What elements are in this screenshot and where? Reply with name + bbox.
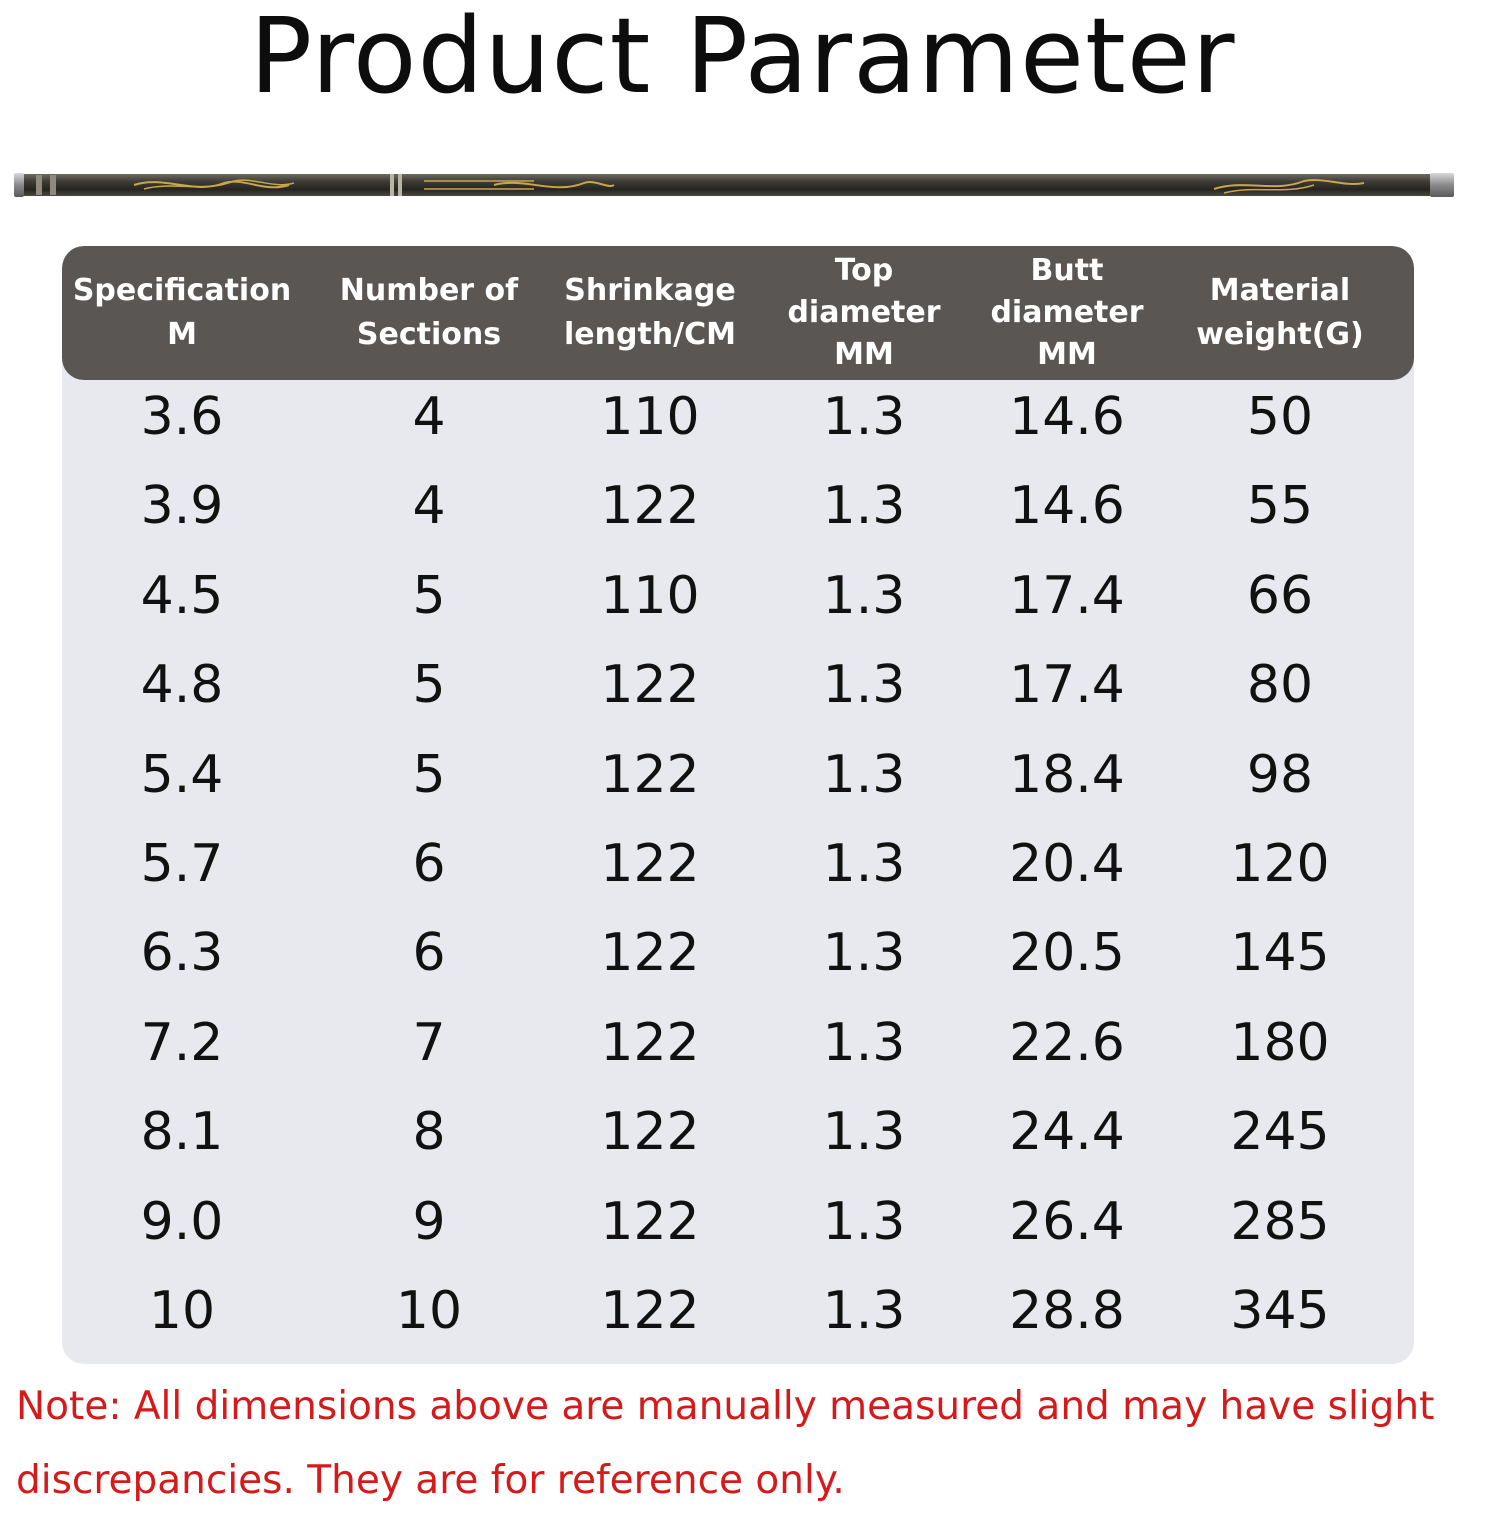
table-cell: 5 [412, 565, 446, 626]
table-cell: 1.3 [822, 1012, 906, 1073]
table-cell: 66 [1246, 565, 1314, 626]
column-header-butt-diameter: Butt diameter MM [990, 253, 1144, 372]
table-row: 7.2 7 122 1.3 22.6 180 [62, 1006, 1414, 1095]
table-cell: 5 [412, 655, 446, 716]
table-cell: 50 [1246, 387, 1314, 447]
table-cell: 8 [412, 1102, 446, 1163]
table-cell: 122 [600, 1280, 700, 1341]
table-cell: 5 [412, 744, 446, 805]
table-cell: 4.5 [140, 565, 224, 626]
table-cell: 17.4 [1009, 655, 1125, 716]
measurement-note: Note: All dimensions above are manually … [16, 1370, 1481, 1518]
table-cell: 9.0 [140, 1191, 224, 1252]
table-cell: 17.4 [1009, 565, 1125, 626]
table-row: 5.4 5 122 1.3 18.4 98 [62, 738, 1414, 827]
table-cell: 120 [1230, 833, 1330, 894]
table-cell: 22.6 [1009, 1012, 1125, 1073]
column-header-top-diameter: Top diameter MM [787, 253, 941, 372]
column-header-specification: Specification M [72, 273, 292, 352]
table-cell: 1.3 [822, 1191, 906, 1252]
table-cell: 18.4 [1009, 744, 1125, 805]
table-cell: 122 [600, 1012, 700, 1073]
table-cell: 7.2 [140, 1012, 224, 1073]
table-cell: 80 [1246, 655, 1314, 716]
table-row: 6.3 6 122 1.3 20.5 145 [62, 916, 1414, 1005]
note-line-1: Note: All dimensions above are manually … [16, 1384, 1435, 1429]
table-cell: 1.3 [822, 1102, 906, 1163]
column-header-shrinkage-length: Shrinkage length/CM [564, 273, 736, 352]
table-cell: 1.3 [822, 565, 906, 626]
table-cell: 6 [412, 833, 446, 894]
table-row: 3.9 4 122 1.3 14.6 55 [62, 469, 1414, 558]
table-cell: 1.3 [822, 1280, 906, 1341]
table-cell: 8.1 [140, 1102, 224, 1163]
table-row: 10 10 122 1.3 28.8 345 [62, 1274, 1414, 1363]
table-row: 5.7 6 122 1.3 20.4 120 [62, 827, 1414, 916]
table-cell: 5.7 [140, 833, 224, 894]
column-header-sections: Number of Sections [339, 273, 519, 352]
table-cell: 1.3 [822, 476, 906, 537]
table-row: 3.6 4 110 1.3 14.6 50 [62, 380, 1414, 469]
table-cell: 145 [1230, 923, 1330, 984]
table-cell: 14.6 [1009, 387, 1125, 447]
table-cell: 110 [600, 565, 700, 626]
table-cell: 285 [1230, 1191, 1330, 1252]
table-cell: 4 [412, 476, 446, 537]
table-cell: 110 [600, 387, 700, 447]
table-cell: 122 [600, 923, 700, 984]
table-cell: 1.3 [822, 655, 906, 716]
table-cell: 26.4 [1009, 1191, 1125, 1252]
table-row: 4.5 5 110 1.3 17.4 66 [62, 559, 1414, 648]
parameter-table: Specification M Number of Sections Shrin… [62, 246, 1414, 1364]
fishing-rod-image [14, 171, 1454, 199]
table-cell: 122 [600, 744, 700, 805]
table-cell: 10 [148, 1280, 216, 1341]
table-cell: 1.3 [822, 387, 906, 447]
table-cell: 5.4 [140, 744, 224, 805]
table-cell: 4.8 [140, 655, 224, 716]
table-cell: 4 [412, 387, 446, 447]
table-cell: 122 [600, 1102, 700, 1163]
table-cell: 1.3 [822, 744, 906, 805]
table-cell: 10 [395, 1280, 463, 1341]
table-cell: 6 [412, 923, 446, 984]
table-cell: 1.3 [822, 923, 906, 984]
table-body: 3.6 4 110 1.3 14.6 50 3.9 4 122 1.3 14.6… [62, 380, 1414, 1363]
table-cell: 122 [600, 1191, 700, 1252]
table-cell: 3.9 [140, 476, 224, 537]
table-cell: 122 [600, 476, 700, 537]
note-line-2: discrepancies. They are for reference on… [16, 1458, 845, 1503]
table-cell: 9 [412, 1191, 446, 1252]
table-row: 4.8 5 122 1.3 17.4 80 [62, 648, 1414, 737]
table-cell: 20.4 [1009, 833, 1125, 894]
table-cell: 245 [1230, 1102, 1330, 1163]
table-row: 8.1 8 122 1.3 24.4 245 [62, 1095, 1414, 1184]
page-title: Product Parameter [249, 0, 1236, 117]
table-cell: 14.6 [1009, 476, 1125, 537]
table-header: Specification M Number of Sections Shrin… [62, 246, 1414, 380]
table-cell: 24.4 [1009, 1102, 1125, 1163]
table-cell: 28.8 [1009, 1280, 1125, 1341]
table-cell: 98 [1246, 744, 1314, 805]
table-cell: 180 [1230, 1012, 1330, 1073]
table-cell: 122 [600, 655, 700, 716]
table-cell: 122 [600, 833, 700, 894]
table-cell: 7 [412, 1012, 446, 1073]
table-cell: 3.6 [140, 387, 224, 447]
table-cell: 55 [1246, 476, 1314, 537]
column-header-material-weight: Material weight(G) [1196, 273, 1364, 352]
table-cell: 345 [1230, 1280, 1330, 1341]
table-cell: 6.3 [140, 923, 224, 984]
table-cell: 1.3 [822, 833, 906, 894]
table-row: 9.0 9 122 1.3 26.4 285 [62, 1185, 1414, 1274]
table-cell: 20.5 [1009, 923, 1125, 984]
